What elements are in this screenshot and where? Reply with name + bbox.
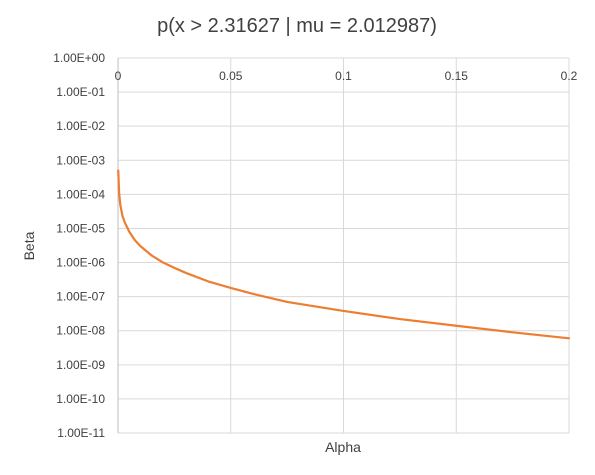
x-tick-label: 0.2 [561, 69, 578, 83]
y-tick-label: 1.00E-08 [56, 324, 105, 338]
chart-title: p(x > 2.31627 | mu = 2.012987) [157, 15, 437, 37]
x-tick-label: 0.05 [219, 69, 243, 83]
y-tick-label: 1.00E-06 [56, 256, 105, 270]
gridlines [117, 57, 570, 434]
y-tick-label: 1.00E-09 [56, 358, 105, 372]
y-tick-label: 1.00E-03 [56, 153, 105, 167]
x-tick-labels: 0 0.05 0.1 0.15 0.2 [115, 69, 578, 83]
y-tick-label: 1.00E-05 [56, 221, 105, 235]
y-tick-label: 1.00E-04 [56, 187, 105, 201]
x-tick-label: 0.15 [445, 69, 469, 83]
y-axis-title: Beta [21, 231, 37, 260]
x-axis-title: Alpha [325, 439, 361, 455]
x-tick-label: 0.1 [335, 69, 352, 83]
y-tick-label: 1.00E-07 [56, 290, 105, 304]
y-tick-label: 1.00E-11 [57, 426, 105, 440]
series-line-0 [117, 169, 571, 340]
y-tick-label: 1.00E-02 [56, 119, 105, 133]
series-layer [117, 169, 571, 340]
y-tick-label: 1.00E-01 [56, 85, 105, 99]
y-tick-label: 1.00E+00 [53, 51, 105, 65]
y-tick-labels: 1.00E+00 1.00E-01 1.00E-02 1.00E-03 1.00E-04… [53, 51, 105, 440]
y-tick-label: 1.00E-10 [56, 392, 105, 406]
x-tick-label: 0 [115, 69, 122, 83]
